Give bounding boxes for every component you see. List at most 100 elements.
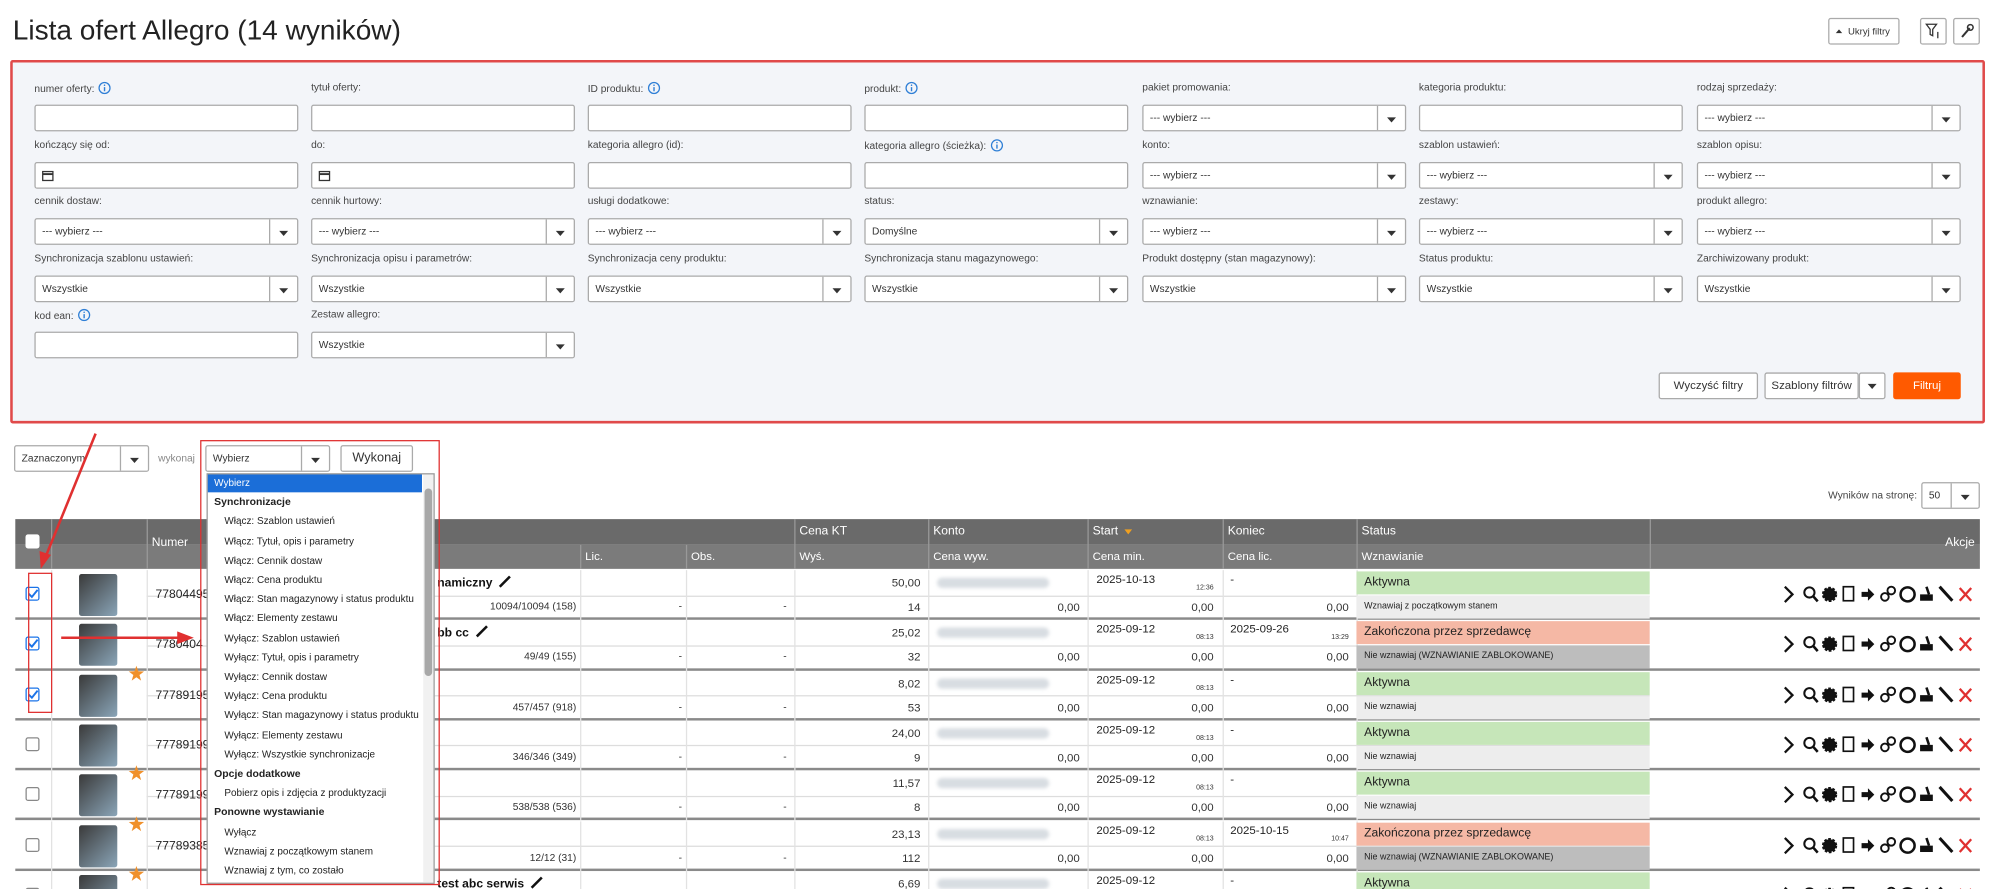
edit-icon[interactable] bbox=[530, 876, 543, 889]
filter-select[interactable]: --- wybierz --- bbox=[34, 218, 299, 245]
action-icon[interactable] bbox=[1899, 836, 1916, 854]
filter-select[interactable]: Domyślne bbox=[864, 218, 1129, 245]
dropdown-item[interactable]: Włącz: Tytuł, opis i parametry bbox=[224, 535, 355, 547]
dropdown-item[interactable]: Wznawiaj z początkowym stanem bbox=[224, 845, 373, 857]
action-icon[interactable] bbox=[1861, 838, 1875, 852]
action-icon[interactable] bbox=[1901, 886, 1915, 889]
product-name[interactable]: test abc serwis bbox=[437, 877, 525, 889]
action-icon[interactable] bbox=[1842, 636, 1855, 652]
offer-number[interactable]: 77789195 bbox=[155, 688, 210, 703]
column-header[interactable]: Numer bbox=[151, 535, 189, 550]
action-icon[interactable] bbox=[1784, 585, 1795, 603]
dropdown-item[interactable]: Wznawiaj z tym, co zostało bbox=[224, 864, 344, 877]
edit-icon[interactable] bbox=[475, 625, 489, 638]
action-icon[interactable] bbox=[1958, 837, 1973, 853]
row-actions[interactable] bbox=[1782, 585, 1976, 603]
offer-number[interactable]: 7780404 bbox=[155, 638, 203, 653]
action-icon[interactable] bbox=[1803, 786, 1819, 803]
action-icon[interactable] bbox=[1821, 737, 1838, 753]
column-header[interactable]: Start bbox=[1092, 524, 1119, 539]
info-icon[interactable] bbox=[905, 81, 918, 95]
edit-icon[interactable] bbox=[498, 575, 511, 588]
action-icon[interactable] bbox=[1842, 786, 1855, 803]
dropdown-item[interactable]: Wyłącz: Elementy zestawu bbox=[224, 729, 343, 741]
dropdown-item[interactable]: Włącz: Cena produktu bbox=[224, 573, 323, 586]
filter-date-input[interactable] bbox=[311, 161, 575, 189]
action-icon[interactable] bbox=[1920, 786, 1933, 802]
action-icon[interactable] bbox=[1881, 886, 1896, 889]
filter-text-input[interactable] bbox=[587, 161, 852, 189]
settings-icon[interactable] bbox=[1959, 23, 1974, 38]
action-icon[interactable] bbox=[1938, 685, 1954, 703]
dropdown-scroll-thumb[interactable] bbox=[424, 488, 433, 676]
column-header[interactable]: Status bbox=[1361, 524, 1396, 539]
bulk-submit-button[interactable]: Wykonaj bbox=[340, 445, 414, 472]
action-icon[interactable] bbox=[1920, 636, 1933, 651]
info-icon[interactable] bbox=[990, 139, 1003, 152]
info-icon[interactable] bbox=[98, 81, 111, 95]
filter-templates-button[interactable]: Szablony filtrów bbox=[1764, 372, 1859, 400]
action-icon[interactable] bbox=[1880, 786, 1897, 803]
offer-number[interactable]: 77789199 bbox=[155, 738, 210, 753]
action-icon[interactable] bbox=[1938, 736, 1954, 753]
action-icon[interactable] bbox=[1958, 587, 1973, 602]
action-icon[interactable] bbox=[1861, 788, 1875, 802]
filter-text-input[interactable] bbox=[864, 161, 1129, 189]
dropdown-item[interactable]: Włącz: Stan magazynowy i status produktu bbox=[224, 593, 414, 605]
action-icon[interactable] bbox=[1880, 686, 1897, 702]
column-header[interactable]: Koniec bbox=[1227, 524, 1265, 539]
filter-select[interactable]: --- wybierz --- bbox=[1142, 104, 1407, 132]
dropdown-item[interactable]: Wyłącz: Cennik dostaw bbox=[224, 670, 328, 683]
action-icon[interactable] bbox=[1899, 636, 1916, 653]
action-icon[interactable] bbox=[1784, 736, 1795, 754]
action-icon[interactable] bbox=[1784, 636, 1795, 653]
action-icon[interactable] bbox=[1784, 836, 1795, 854]
clear-filters-button[interactable]: Wyczyść filtry bbox=[1658, 372, 1759, 400]
filter-select[interactable]: --- wybierz --- bbox=[587, 218, 852, 245]
action-icon[interactable] bbox=[1821, 636, 1838, 653]
dropdown-item[interactable]: Wyłącz: Wszystkie synchronizacje bbox=[224, 748, 376, 760]
bulk-action-select[interactable]: Wybierz bbox=[205, 445, 331, 472]
action-icon[interactable] bbox=[1920, 686, 1933, 701]
row-checkbox[interactable] bbox=[25, 887, 40, 889]
dropdown-item[interactable]: Wyłącz: Szablon ustawień bbox=[224, 632, 340, 644]
filter-select[interactable]: --- wybierz --- bbox=[1696, 161, 1961, 189]
per-page-select[interactable]: 50 bbox=[1921, 482, 1980, 509]
dropdown-item[interactable]: Wyłącz: Stan magazynowy i status produkt… bbox=[224, 709, 419, 722]
action-icon[interactable] bbox=[1958, 637, 1973, 652]
dropdown-item[interactable]: Wyłącz bbox=[224, 825, 257, 838]
row-actions[interactable] bbox=[1782, 786, 1976, 804]
filter-icon[interactable] bbox=[1925, 23, 1940, 39]
action-icon[interactable] bbox=[1899, 736, 1916, 754]
action-icon[interactable] bbox=[1899, 786, 1916, 804]
row-actions[interactable] bbox=[1782, 635, 1976, 654]
offer-number[interactable]: 77789385 bbox=[155, 838, 210, 853]
filter-text-input[interactable] bbox=[587, 104, 852, 132]
apply-filters-button[interactable]: Filtruj bbox=[1893, 372, 1961, 400]
filter-text-input[interactable] bbox=[1418, 104, 1683, 132]
row-checkbox[interactable] bbox=[25, 737, 40, 752]
product-name[interactable]: bb cc bbox=[437, 626, 469, 641]
filter-select[interactable]: --- wybierz --- bbox=[1418, 161, 1683, 189]
filter-select[interactable]: Wszystkie bbox=[311, 331, 575, 359]
action-icon[interactable] bbox=[1938, 585, 1954, 602]
column-header[interactable]: Cena KT bbox=[799, 524, 848, 539]
action-icon[interactable] bbox=[1880, 836, 1897, 853]
action-icon[interactable] bbox=[1804, 887, 1817, 889]
action-icon[interactable] bbox=[1899, 586, 1916, 603]
filter-select[interactable]: --- wybierz --- bbox=[311, 218, 575, 245]
offer-number[interactable]: 77804495 bbox=[155, 587, 210, 603]
action-icon[interactable] bbox=[1842, 585, 1855, 602]
action-icon[interactable] bbox=[1938, 635, 1954, 652]
action-icon[interactable] bbox=[1803, 836, 1819, 853]
action-icon[interactable] bbox=[1958, 687, 1973, 702]
dropdown-item[interactable]: Włącz: Cennik dostaw bbox=[224, 554, 323, 567]
filter-text-input[interactable] bbox=[34, 331, 299, 359]
filter-date-input[interactable] bbox=[34, 161, 299, 189]
action-icon[interactable] bbox=[1938, 836, 1954, 853]
action-icon[interactable] bbox=[1938, 786, 1954, 803]
row-actions[interactable] bbox=[1782, 685, 1976, 704]
product-name[interactable]: namiczny bbox=[437, 576, 493, 591]
filter-select[interactable]: --- wybierz --- bbox=[1696, 218, 1961, 245]
action-icon[interactable] bbox=[1784, 786, 1795, 804]
